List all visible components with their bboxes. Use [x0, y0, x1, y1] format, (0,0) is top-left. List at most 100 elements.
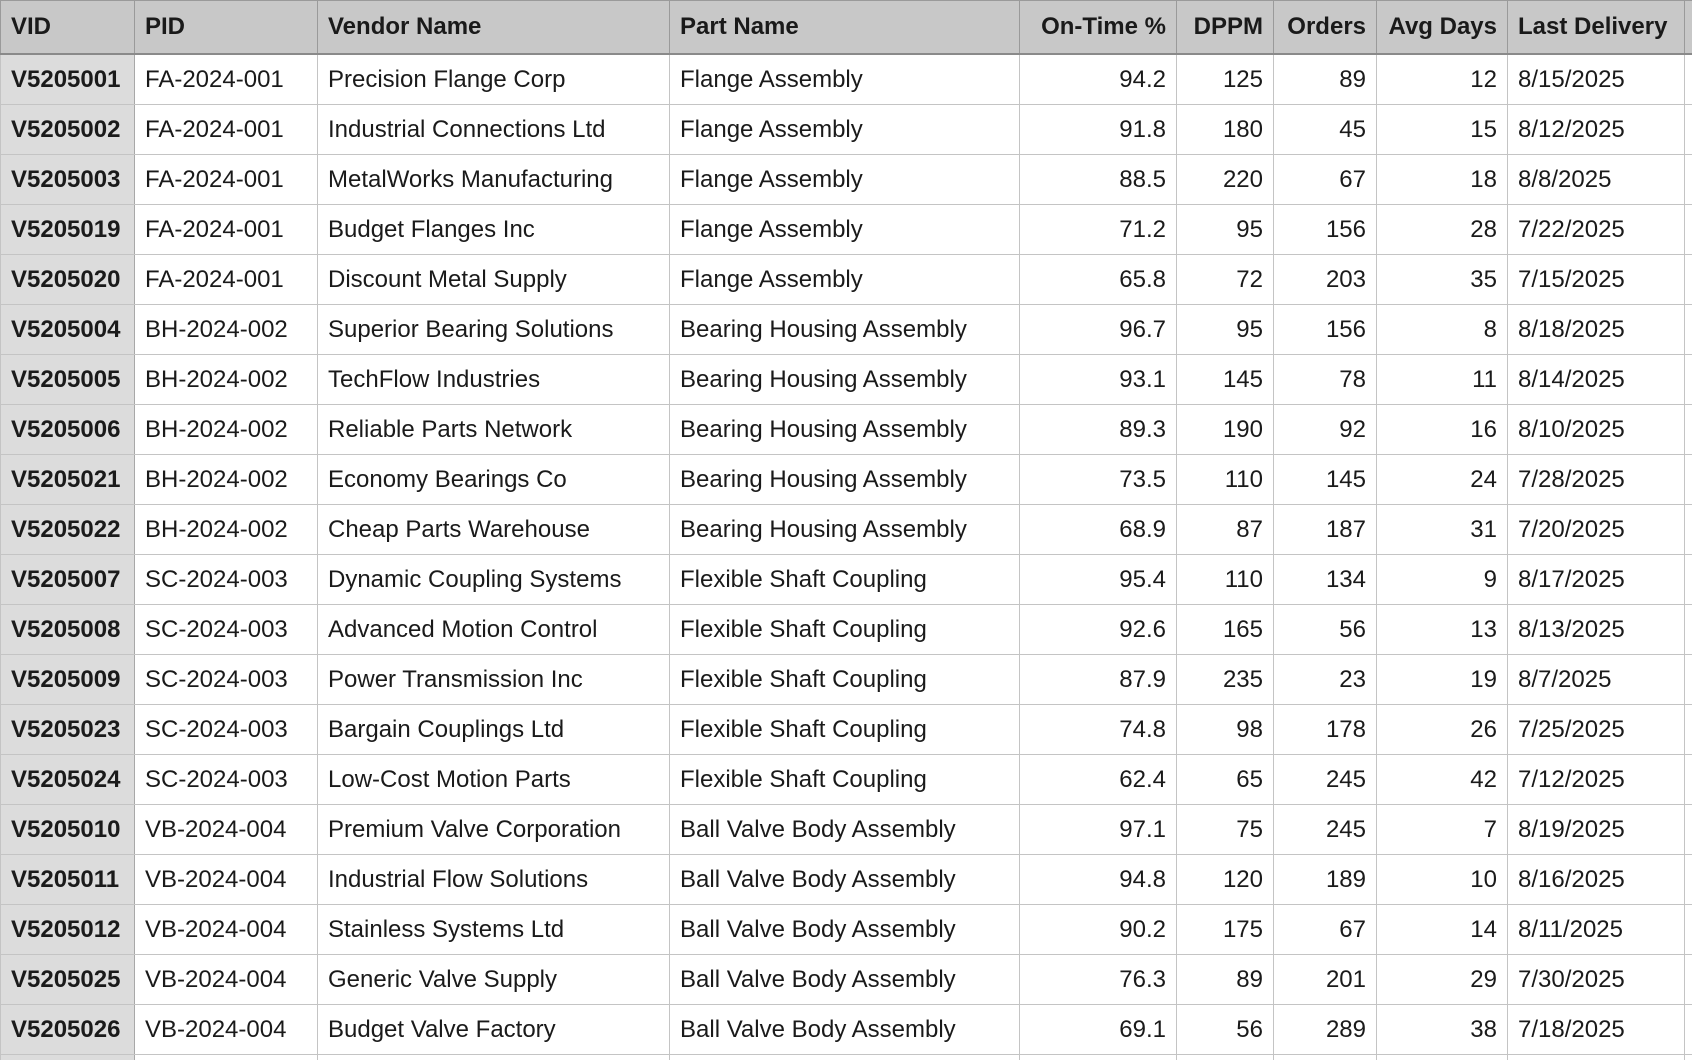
cell-vid[interactable]: V5205025: [0, 954, 135, 1005]
cell-vid[interactable]: V5205008: [0, 604, 135, 655]
cell-dppm[interactable]: 220: [1176, 154, 1274, 205]
cell-avg-days[interactable]: 8: [1376, 304, 1508, 355]
cell-on-time[interactable]: 91.8: [1019, 104, 1177, 155]
cell-pid[interactable]: FA-2024-001: [134, 204, 318, 255]
cell-vendor-name[interactable]: Cheap Parts Warehouse: [317, 504, 670, 555]
cell-part-name[interactable]: Flexible Shaft Coupling: [669, 704, 1020, 755]
cell-part-name[interactable]: Flange Assembly: [669, 104, 1020, 155]
cell-vid[interactable]: [0, 1054, 135, 1060]
cell-part-name[interactable]: Flexible Shaft Coupling: [669, 654, 1020, 705]
cell-last-delivery[interactable]: 7/25/2025: [1507, 704, 1685, 755]
cell-avg-days[interactable]: 10: [1376, 854, 1508, 905]
cell-on-time[interactable]: 73.5: [1019, 454, 1177, 505]
cell-on-time[interactable]: 71.2: [1019, 204, 1177, 255]
cell-empty[interactable]: [1684, 554, 1692, 605]
cell-pid[interactable]: [134, 1054, 318, 1060]
cell-vid[interactable]: V5205023: [0, 704, 135, 755]
cell-dppm[interactable]: 56: [1176, 1004, 1274, 1055]
cell-pid[interactable]: VB-2024-004: [134, 804, 318, 855]
cell-avg-days[interactable]: 9: [1376, 554, 1508, 605]
cell-dppm[interactable]: 89: [1176, 954, 1274, 1005]
cell-orders[interactable]: 78: [1273, 354, 1377, 405]
cell-empty[interactable]: [1684, 604, 1692, 655]
cell-vid[interactable]: V5205006: [0, 404, 135, 455]
cell-orders[interactable]: 245: [1273, 754, 1377, 805]
cell-vid[interactable]: V5205004: [0, 304, 135, 355]
cell-last-delivery[interactable]: 8/19/2025: [1507, 804, 1685, 855]
column-header-dppm[interactable]: DPPM: [1176, 0, 1274, 55]
cell-dppm[interactable]: 110: [1176, 554, 1274, 605]
cell-orders[interactable]: 67: [1273, 904, 1377, 955]
cell-avg-days[interactable]: [1376, 1054, 1508, 1060]
cell-avg-days[interactable]: 16: [1376, 404, 1508, 455]
column-header-part-name[interactable]: Part Name: [669, 0, 1020, 55]
cell-last-delivery[interactable]: 7/12/2025: [1507, 754, 1685, 805]
cell-on-time[interactable]: 88.5: [1019, 154, 1177, 205]
cell-pid[interactable]: VB-2024-004: [134, 904, 318, 955]
cell-empty[interactable]: [1684, 354, 1692, 405]
cell-part-name[interactable]: Ball Valve Body Assembly: [669, 804, 1020, 855]
cell-pid[interactable]: VB-2024-004: [134, 954, 318, 1005]
cell-vendor-name[interactable]: Reliable Parts Network: [317, 404, 670, 455]
cell-last-delivery[interactable]: 8/10/2025: [1507, 404, 1685, 455]
cell-avg-days[interactable]: 13: [1376, 604, 1508, 655]
cell-vendor-name[interactable]: Economy Bearings Co: [317, 454, 670, 505]
cell-vid[interactable]: V5205010: [0, 804, 135, 855]
cell-vid[interactable]: V5205021: [0, 454, 135, 505]
cell-dppm[interactable]: 95: [1176, 204, 1274, 255]
cell-vid[interactable]: V5205003: [0, 154, 135, 205]
column-header-orders[interactable]: Orders: [1273, 0, 1377, 55]
cell-part-name[interactable]: Flange Assembly: [669, 53, 1020, 105]
cell-empty[interactable]: [1684, 254, 1692, 305]
cell-orders[interactable]: 201: [1273, 954, 1377, 1005]
cell-vendor-name[interactable]: Generic Valve Supply: [317, 954, 670, 1005]
cell-vendor-name[interactable]: Dynamic Coupling Systems: [317, 554, 670, 605]
cell-last-delivery[interactable]: 8/13/2025: [1507, 604, 1685, 655]
cell-last-delivery[interactable]: 7/28/2025: [1507, 454, 1685, 505]
cell-empty[interactable]: [1684, 754, 1692, 805]
cell-dppm[interactable]: 65: [1176, 754, 1274, 805]
cell-pid[interactable]: SC-2024-003: [134, 554, 318, 605]
cell-vendor-name[interactable]: MetalWorks Manufacturing: [317, 154, 670, 205]
cell-pid[interactable]: SC-2024-003: [134, 754, 318, 805]
column-header-avg-days[interactable]: Avg Days: [1376, 0, 1508, 55]
cell-last-delivery[interactable]: 8/12/2025: [1507, 104, 1685, 155]
cell-vid[interactable]: V5205002: [0, 104, 135, 155]
cell-last-delivery[interactable]: 8/18/2025: [1507, 304, 1685, 355]
cell-part-name[interactable]: Ball Valve Body Assembly: [669, 854, 1020, 905]
cell-dppm[interactable]: [1176, 1054, 1274, 1060]
column-header-last-delivery[interactable]: Last Delivery: [1507, 0, 1685, 55]
cell-part-name[interactable]: Ball Valve Body Assembly: [669, 1004, 1020, 1055]
cell-last-delivery[interactable]: 8/8/2025: [1507, 154, 1685, 205]
column-header-vendor-name[interactable]: Vendor Name: [317, 0, 670, 55]
cell-pid[interactable]: VB-2024-004: [134, 1004, 318, 1055]
cell-pid[interactable]: BH-2024-002: [134, 504, 318, 555]
cell-empty[interactable]: [1684, 1054, 1692, 1060]
cell-vendor-name[interactable]: Precision Flange Corp: [317, 53, 670, 105]
cell-dppm[interactable]: 125: [1176, 53, 1274, 105]
cell-dppm[interactable]: 110: [1176, 454, 1274, 505]
cell-dppm[interactable]: 87: [1176, 504, 1274, 555]
cell-part-name[interactable]: Flexible Shaft Coupling: [669, 754, 1020, 805]
cell-pid[interactable]: BH-2024-002: [134, 304, 318, 355]
cell-last-delivery[interactable]: [1507, 1054, 1685, 1060]
cell-dppm[interactable]: 72: [1176, 254, 1274, 305]
cell-empty[interactable]: [1684, 954, 1692, 1005]
cell-part-name[interactable]: Flange Assembly: [669, 204, 1020, 255]
cell-pid[interactable]: VB-2024-004: [134, 854, 318, 905]
cell-dppm[interactable]: 190: [1176, 404, 1274, 455]
cell-empty[interactable]: [1684, 654, 1692, 705]
cell-pid[interactable]: FA-2024-001: [134, 154, 318, 205]
cell-orders[interactable]: 134: [1273, 554, 1377, 605]
cell-on-time[interactable]: 74.8: [1019, 704, 1177, 755]
cell-vendor-name[interactable]: Budget Valve Factory: [317, 1004, 670, 1055]
cell-dppm[interactable]: 235: [1176, 654, 1274, 705]
cell-vid[interactable]: V5205024: [0, 754, 135, 805]
cell-on-time[interactable]: 96.7: [1019, 304, 1177, 355]
cell-orders[interactable]: 145: [1273, 454, 1377, 505]
cell-empty[interactable]: [1684, 854, 1692, 905]
cell-empty[interactable]: [1684, 304, 1692, 355]
cell-orders[interactable]: 203: [1273, 254, 1377, 305]
cell-on-time[interactable]: 65.8: [1019, 254, 1177, 305]
cell-dppm[interactable]: 75: [1176, 804, 1274, 855]
